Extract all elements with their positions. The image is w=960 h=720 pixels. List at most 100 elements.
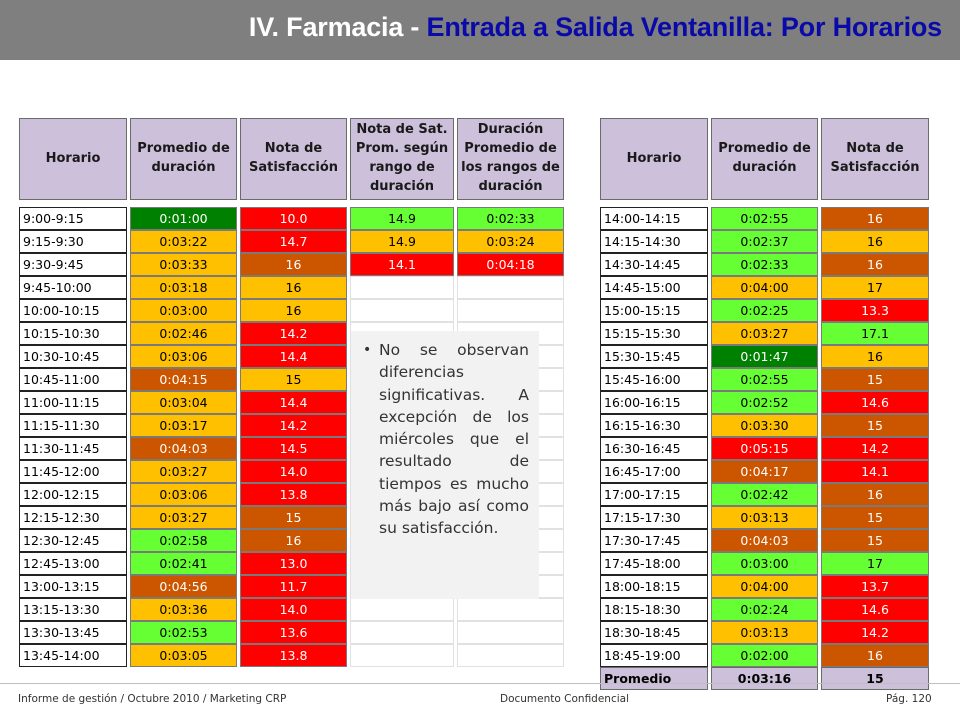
table-row: 17:45-18:00 0:03:00 17	[600, 552, 929, 575]
duracion-cell: 0:02:00	[711, 644, 818, 667]
duracion-cell: 0:04:15	[130, 368, 237, 391]
horario-cell: 16:00-16:15	[600, 391, 708, 414]
horario-cell: 16:30-16:45	[600, 437, 708, 460]
horario-cell: 17:15-17:30	[600, 506, 708, 529]
horario-cell: 15:15-15:30	[600, 322, 708, 345]
horario-cell: 14:00-14:15	[600, 207, 708, 230]
horario-cell: 18:30-18:45	[600, 621, 708, 644]
duracion-cell: 0:03:18	[130, 276, 237, 299]
horario-cell: 13:00-13:15	[19, 575, 127, 598]
nota-cell: 16	[240, 276, 347, 299]
horario-cell: 17:30-17:45	[600, 529, 708, 552]
duracion-cell: 0:03:06	[130, 345, 237, 368]
nota-cell: 16	[240, 529, 347, 552]
horario-cell: 14:30-14:45	[600, 253, 708, 276]
nota-cell: 16	[240, 253, 347, 276]
horario-cell: 17:45-18:00	[600, 552, 708, 575]
table-row: 13:15-13:30 0:03:36 14.0	[19, 598, 564, 621]
duracion-cell: 0:03:05	[130, 644, 237, 667]
horario-cell: 11:30-11:45	[19, 437, 127, 460]
empty-cell	[457, 644, 564, 667]
nota-cell: 17.1	[821, 322, 929, 345]
table-row: 14:15-14:30 0:02:37 16	[600, 230, 929, 253]
table-row: 9:30-9:45 0:03:33 16 14.1 0:04:18	[19, 253, 564, 276]
horario-cell: 14:45-15:00	[600, 276, 708, 299]
duracion-cell: 0:02:25	[711, 299, 818, 322]
duracion-rango-cell: 0:02:33	[457, 207, 564, 230]
header-nota-rango: Nota de Sat. Prom. según rango de duraci…	[350, 118, 454, 200]
nota-rango-cell: 14.1	[350, 253, 454, 276]
duracion-cell: 0:04:00	[711, 575, 818, 598]
horario-cell: 10:30-10:45	[19, 345, 127, 368]
table-row: 17:15-17:30 0:03:13 15	[600, 506, 929, 529]
table-row: 13:45-14:00 0:03:05 13.8	[19, 644, 564, 667]
schedule-table-afternoon: Horario Promedio de duración Nota de Sat…	[597, 118, 932, 690]
table-row: 14:30-14:45 0:02:33 16	[600, 253, 929, 276]
nota-cell: 14.2	[821, 437, 929, 460]
nota-cell: 15	[821, 368, 929, 391]
duracion-cell: 0:04:56	[130, 575, 237, 598]
nota-cell: 16	[821, 230, 929, 253]
nota-cell: 10.0	[240, 207, 347, 230]
duracion-cell: 0:03:04	[130, 391, 237, 414]
average-nota: 15	[821, 667, 929, 690]
header-duracion-rango: Duración Promedio de los rangos de durac…	[457, 118, 564, 200]
horario-cell: 15:45-16:00	[600, 368, 708, 391]
duracion-cell: 0:03:30	[711, 414, 818, 437]
nota-cell: 14.4	[240, 345, 347, 368]
duracion-cell: 0:02:52	[711, 391, 818, 414]
horario-cell: 17:00-17:15	[600, 483, 708, 506]
empty-cell	[350, 598, 454, 621]
header-horario: Horario	[600, 118, 708, 200]
duracion-cell: 0:02:55	[711, 207, 818, 230]
duracion-rango-cell: 0:03:24	[457, 230, 564, 253]
duracion-rango-cell: 0:04:18	[457, 253, 564, 276]
horario-cell: 16:15-16:30	[600, 414, 708, 437]
duracion-cell: 0:02:53	[130, 621, 237, 644]
right-table-body: 14:00-14:15 0:02:55 16 14:15-14:30 0:02:37 16…	[600, 200, 929, 690]
duracion-cell: 0:02:37	[711, 230, 818, 253]
nota-rango-cell: 14.9	[350, 207, 454, 230]
title-main: Entrada a Salida Ventanilla: Por Horario…	[426, 12, 943, 42]
nota-cell: 14.2	[821, 621, 929, 644]
empty-cell	[457, 598, 564, 621]
horario-cell: 13:45-14:00	[19, 644, 127, 667]
duracion-cell: 0:01:47	[711, 345, 818, 368]
duracion-cell: 0:02:41	[130, 552, 237, 575]
horario-cell: 16:45-17:00	[600, 460, 708, 483]
nota-cell: 13.3	[821, 299, 929, 322]
average-label: Promedio	[600, 667, 708, 690]
duracion-cell: 0:02:55	[711, 368, 818, 391]
table-row: 14:00-14:15 0:02:55 16	[600, 207, 929, 230]
table-row: 15:00-15:15 0:02:25 13.3	[600, 299, 929, 322]
empty-cell	[457, 299, 564, 322]
horario-cell: 18:15-18:30	[600, 598, 708, 621]
duracion-cell: 0:03:27	[711, 322, 818, 345]
nota-cell: 16	[240, 299, 347, 322]
nota-cell: 14.0	[240, 598, 347, 621]
duracion-cell: 0:03:13	[711, 506, 818, 529]
table-row: 16:45-17:00 0:04:17 14.1	[600, 460, 929, 483]
duracion-cell: 0:03:13	[711, 621, 818, 644]
nota-cell: 17	[821, 276, 929, 299]
note-text: No se observan diferencias significativa…	[379, 341, 529, 538]
horario-cell: 13:15-13:30	[19, 598, 127, 621]
empty-cell	[457, 621, 564, 644]
nota-cell: 14.6	[821, 391, 929, 414]
table-row: 16:00-16:15 0:02:52 14.6	[600, 391, 929, 414]
duracion-cell: 0:03:27	[130, 460, 237, 483]
nota-cell: 11.7	[240, 575, 347, 598]
horario-cell: 14:15-14:30	[600, 230, 708, 253]
horario-cell: 9:00-9:15	[19, 207, 127, 230]
duracion-cell: 0:04:03	[130, 437, 237, 460]
nota-cell: 14.7	[240, 230, 347, 253]
footer-center: Documento Confidencial	[500, 693, 630, 705]
table-row: 10:00-10:15 0:03:00 16	[19, 299, 564, 322]
table-row: 9:15-9:30 0:03:22 14.7 14.9 0:03:24	[19, 230, 564, 253]
header-promedio-duracion: Promedio de duración	[130, 118, 237, 200]
table-row: 18:15-18:30 0:02:24 14.6	[600, 598, 929, 621]
table-row: 15:45-16:00 0:02:55 15	[600, 368, 929, 391]
footer-divider	[0, 683, 960, 684]
horario-cell: 12:30-12:45	[19, 529, 127, 552]
duracion-cell: 0:03:33	[130, 253, 237, 276]
